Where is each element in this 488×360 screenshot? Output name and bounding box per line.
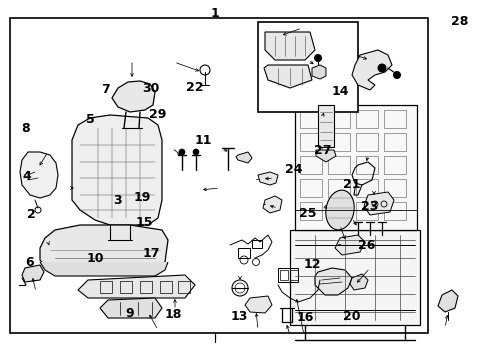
Bar (251, 240, 262, 248)
Bar (383, 133, 405, 151)
Circle shape (314, 54, 321, 62)
Polygon shape (264, 32, 314, 60)
Bar (317, 105, 333, 147)
Bar (299, 202, 321, 220)
Text: 2: 2 (27, 208, 36, 221)
Circle shape (393, 72, 400, 78)
Polygon shape (22, 265, 44, 282)
Text: 25: 25 (299, 207, 316, 220)
Bar (278, 268, 297, 282)
Polygon shape (263, 196, 282, 213)
Bar (299, 179, 321, 197)
Polygon shape (311, 65, 325, 79)
Bar (280, 270, 287, 280)
Polygon shape (244, 296, 271, 313)
Text: 23: 23 (360, 201, 377, 213)
Ellipse shape (325, 190, 353, 230)
Text: 28: 28 (450, 15, 468, 28)
Text: 16: 16 (296, 311, 314, 324)
Bar (355, 110, 377, 128)
Polygon shape (20, 152, 58, 198)
Bar (355, 202, 377, 220)
Bar (178, 281, 190, 293)
Text: 8: 8 (21, 122, 30, 135)
Polygon shape (264, 65, 311, 88)
Bar (238, 248, 249, 258)
Bar (383, 110, 405, 128)
Text: 1: 1 (210, 7, 219, 20)
Circle shape (179, 149, 184, 155)
Text: 20: 20 (343, 310, 360, 323)
Bar (383, 156, 405, 174)
Text: 21: 21 (343, 178, 360, 191)
Polygon shape (112, 81, 155, 112)
Bar (120, 281, 132, 293)
Bar (383, 202, 405, 220)
Text: 3: 3 (113, 194, 122, 207)
Bar (258, 22, 357, 112)
Bar (327, 179, 349, 197)
Text: 24: 24 (284, 163, 302, 176)
Text: 30: 30 (142, 82, 159, 95)
Polygon shape (100, 298, 162, 318)
Bar (327, 133, 349, 151)
Circle shape (193, 149, 199, 155)
Text: 4: 4 (22, 170, 31, 183)
Text: 11: 11 (194, 134, 211, 147)
Bar (327, 110, 349, 128)
Polygon shape (351, 50, 391, 90)
Bar (355, 179, 377, 197)
Bar (383, 179, 405, 197)
Polygon shape (258, 172, 278, 185)
Text: 17: 17 (142, 247, 160, 260)
Bar (299, 156, 321, 174)
Text: 18: 18 (164, 309, 182, 321)
Bar (294, 105, 416, 230)
Bar (327, 156, 349, 174)
Text: 19: 19 (133, 191, 150, 204)
Polygon shape (72, 115, 162, 225)
Polygon shape (363, 192, 393, 215)
Text: 26: 26 (357, 239, 375, 252)
Polygon shape (437, 290, 457, 312)
Text: 7: 7 (101, 83, 109, 96)
Polygon shape (334, 235, 364, 255)
Text: 5: 5 (86, 113, 95, 126)
Text: 10: 10 (86, 252, 104, 265)
Bar (327, 202, 349, 220)
Bar (140, 281, 152, 293)
Text: 9: 9 (125, 307, 134, 320)
Bar (100, 281, 112, 293)
Circle shape (377, 64, 385, 72)
Polygon shape (315, 150, 335, 162)
Text: 12: 12 (303, 258, 320, 271)
Polygon shape (349, 274, 367, 290)
Bar (10, 18, 427, 333)
Bar (289, 270, 297, 280)
Text: 6: 6 (25, 256, 34, 269)
Bar (299, 133, 321, 151)
Polygon shape (236, 152, 251, 163)
Polygon shape (78, 275, 195, 298)
Bar (299, 110, 321, 128)
Bar (289, 230, 419, 325)
Bar (160, 281, 172, 293)
Polygon shape (314, 268, 351, 295)
Bar (355, 156, 377, 174)
Text: 15: 15 (135, 216, 153, 229)
Text: 29: 29 (148, 108, 166, 121)
Polygon shape (40, 262, 168, 276)
Text: 22: 22 (185, 81, 203, 94)
Text: 13: 13 (230, 310, 248, 323)
Text: 27: 27 (313, 144, 331, 157)
Text: 14: 14 (330, 85, 348, 98)
Bar (355, 133, 377, 151)
Polygon shape (40, 225, 168, 272)
